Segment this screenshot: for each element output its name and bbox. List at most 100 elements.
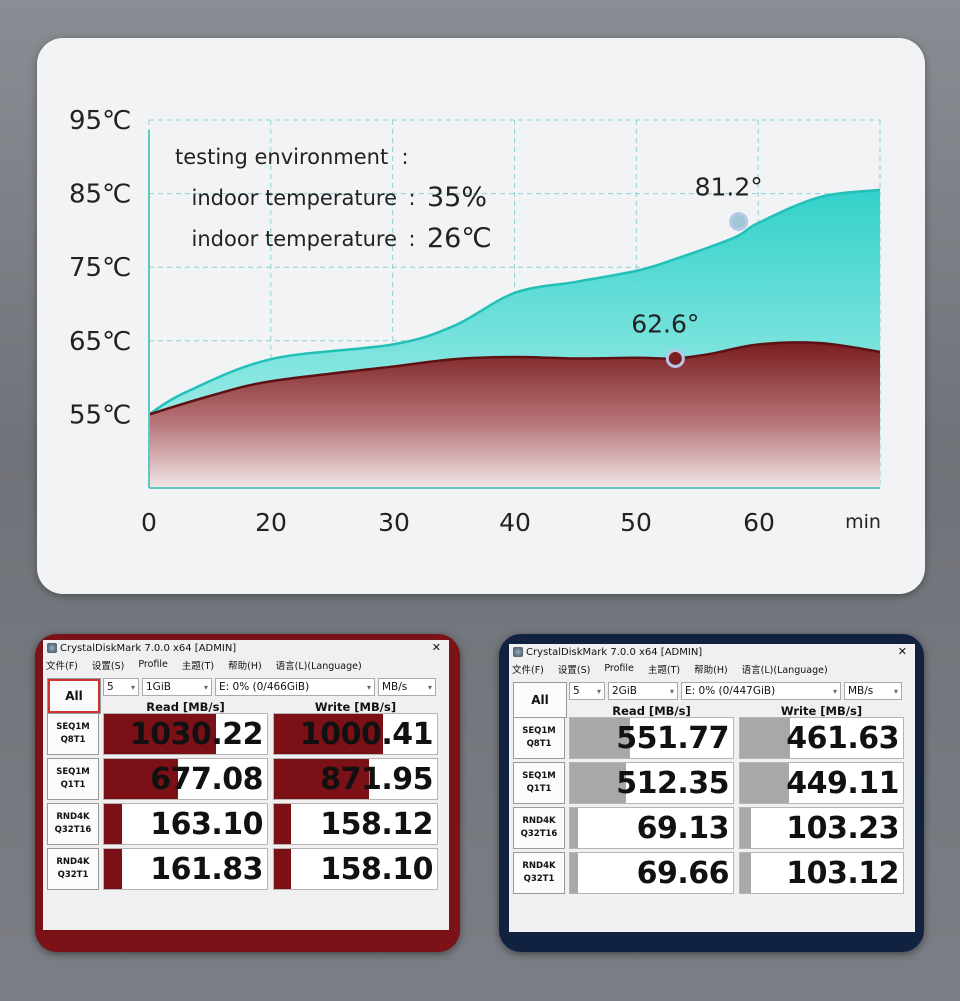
- write-value: 449.11: [786, 766, 899, 801]
- test-params: Q32T1: [523, 874, 555, 884]
- read-bar: [570, 808, 578, 848]
- close-icon[interactable]: ✕: [431, 641, 441, 654]
- write-bar: [274, 714, 383, 754]
- env-colon: :: [401, 144, 409, 169]
- app-icon: [513, 647, 523, 657]
- title-bar: CrystalDiskMark 7.0.0 x64 [ADMIN] ✕: [509, 644, 915, 660]
- size-value: 1GiB: [146, 681, 171, 693]
- testing-environment-box: testing environment : indoor temperature…: [172, 136, 492, 259]
- read-result-cell: 512.35: [569, 762, 734, 804]
- test-name: RND4K: [56, 857, 90, 867]
- app-icon: [47, 643, 57, 653]
- test-params: Q1T1: [526, 784, 552, 794]
- write-result-cell: 158.10: [273, 848, 438, 890]
- test-button[interactable]: SEQ1M Q8T1: [513, 717, 565, 759]
- menu-language[interactable]: 语言(L)(Language): [741, 664, 828, 676]
- x-tick-label: 0: [141, 508, 157, 537]
- read-bar: [104, 759, 178, 799]
- write-bar: [740, 763, 789, 803]
- result-row: SEQ1M Q8T1 551.77 461.63: [513, 717, 911, 759]
- test-button[interactable]: RND4K Q32T1: [513, 852, 565, 894]
- read-bar: [570, 763, 626, 803]
- crystaldiskmark-window: CrystalDiskMark 7.0.0 x64 [ADMIN] ✕ 文件(F…: [509, 644, 915, 932]
- y-tick-label: 95℃: [69, 106, 131, 136]
- close-icon[interactable]: ✕: [897, 645, 907, 658]
- window-title: CrystalDiskMark 7.0.0 x64 [ADMIN]: [60, 642, 237, 654]
- result-row: RND4K Q32T1 69.66 103.12: [513, 852, 911, 894]
- read-result-cell: 163.10: [103, 803, 268, 845]
- test-button[interactable]: RND4K Q32T16: [513, 807, 565, 849]
- chevron-down-icon: ▾: [893, 686, 898, 696]
- test-params: Q1T1: [60, 780, 86, 790]
- test-button[interactable]: RND4K Q32T16: [47, 803, 99, 845]
- y-tick-label: 65℃: [69, 327, 131, 357]
- x-tick-label: 60: [743, 508, 775, 537]
- x-tick-label: 20: [255, 508, 287, 537]
- annotation-label: 62.6°: [631, 309, 699, 338]
- write-result-cell: 103.23: [739, 807, 904, 849]
- menu-theme[interactable]: 主题(T): [647, 664, 681, 676]
- chevron-down-icon: ▾: [596, 686, 601, 696]
- menu-settings[interactable]: 设置(S): [91, 660, 125, 672]
- env-row: testing environment :: [172, 136, 492, 177]
- write-value: 158.10: [320, 852, 433, 887]
- count-select[interactable]: 5 ▾: [103, 678, 139, 696]
- y-tick-label: 85℃: [69, 180, 131, 210]
- env-key: testing environment: [175, 144, 389, 169]
- test-button[interactable]: SEQ1M Q8T1: [47, 713, 99, 755]
- test-button[interactable]: SEQ1M Q1T1: [47, 758, 99, 800]
- menu-profile[interactable]: Profile: [138, 659, 168, 670]
- test-params: Q32T1: [57, 870, 89, 880]
- test-params: Q32T16: [520, 829, 558, 839]
- all-button[interactable]: All: [47, 678, 101, 714]
- result-row: RND4K Q32T1 161.83 158.10: [47, 848, 445, 890]
- count-select[interactable]: 5 ▾: [569, 682, 605, 700]
- chevron-down-icon: ▾: [366, 682, 371, 692]
- test-button[interactable]: RND4K Q32T1: [47, 848, 99, 890]
- write-value: 461.63: [786, 721, 899, 756]
- annotation-dot: [729, 212, 749, 232]
- write-bar: [740, 808, 752, 848]
- x-tick-label: 30: [378, 508, 410, 537]
- env-key: indoor temperature: [191, 185, 397, 210]
- write-header: Write [MB/s]: [780, 704, 863, 718]
- result-row: RND4K Q32T16 163.10 158.12: [47, 803, 445, 845]
- x-axis-unit: min: [845, 511, 881, 533]
- read-result-cell: 1030.22: [103, 713, 268, 755]
- menu-file[interactable]: 文件(F): [512, 664, 544, 676]
- test-params: Q8T1: [60, 735, 86, 745]
- read-result-cell: 69.13: [569, 807, 734, 849]
- write-bar: [274, 804, 292, 844]
- drive-value: E: 0% (0/447GiB): [685, 685, 776, 697]
- menu-bar: 文件(F) 设置(S) Profile 主题(T) 帮助(H) 语言(L)(La…: [43, 656, 449, 673]
- unit-select[interactable]: MB/s ▾: [844, 682, 902, 700]
- series-line-lower: [148, 341, 881, 416]
- count-value: 5: [107, 681, 114, 693]
- result-row: SEQ1M Q8T1 1030.22 1000.41: [47, 713, 445, 755]
- test-button[interactable]: SEQ1M Q1T1: [513, 762, 565, 804]
- size-select[interactable]: 2GiB ▾: [608, 682, 678, 700]
- write-value: 103.23: [786, 811, 899, 846]
- drive-select[interactable]: E: 0% (0/447GiB) ▾: [681, 682, 841, 700]
- all-button[interactable]: All: [513, 682, 567, 718]
- chevron-down-icon: ▾: [669, 686, 674, 696]
- test-name: RND4K: [56, 812, 90, 822]
- menu-settings[interactable]: 设置(S): [557, 664, 591, 676]
- env-colon: :: [408, 226, 416, 251]
- menu-file[interactable]: 文件(F): [46, 660, 78, 672]
- x-tick-label: 50: [620, 508, 652, 537]
- read-value: 1030.22: [129, 717, 264, 752]
- menu-profile[interactable]: Profile: [604, 663, 634, 674]
- y-tick-label: 75℃: [69, 253, 131, 283]
- menu-help[interactable]: 帮助(H): [694, 664, 728, 676]
- menu-language[interactable]: 语言(L)(Language): [275, 660, 362, 672]
- unit-select[interactable]: MB/s ▾: [378, 678, 436, 696]
- menu-theme[interactable]: 主题(T): [181, 660, 215, 672]
- menu-help[interactable]: 帮助(H): [228, 660, 262, 672]
- temperature-chart-card: 95℃ 85℃ 75℃ 65℃ 55℃ 0 20 30 40 50 60 min 81.2° 62.6° …: [37, 38, 925, 594]
- size-select[interactable]: 1GiB ▾: [142, 678, 212, 696]
- write-result-cell: 449.11: [739, 762, 904, 804]
- unit-value: MB/s: [848, 685, 874, 697]
- drive-select[interactable]: E: 0% (0/466GiB) ▾: [215, 678, 375, 696]
- write-bar: [274, 759, 369, 799]
